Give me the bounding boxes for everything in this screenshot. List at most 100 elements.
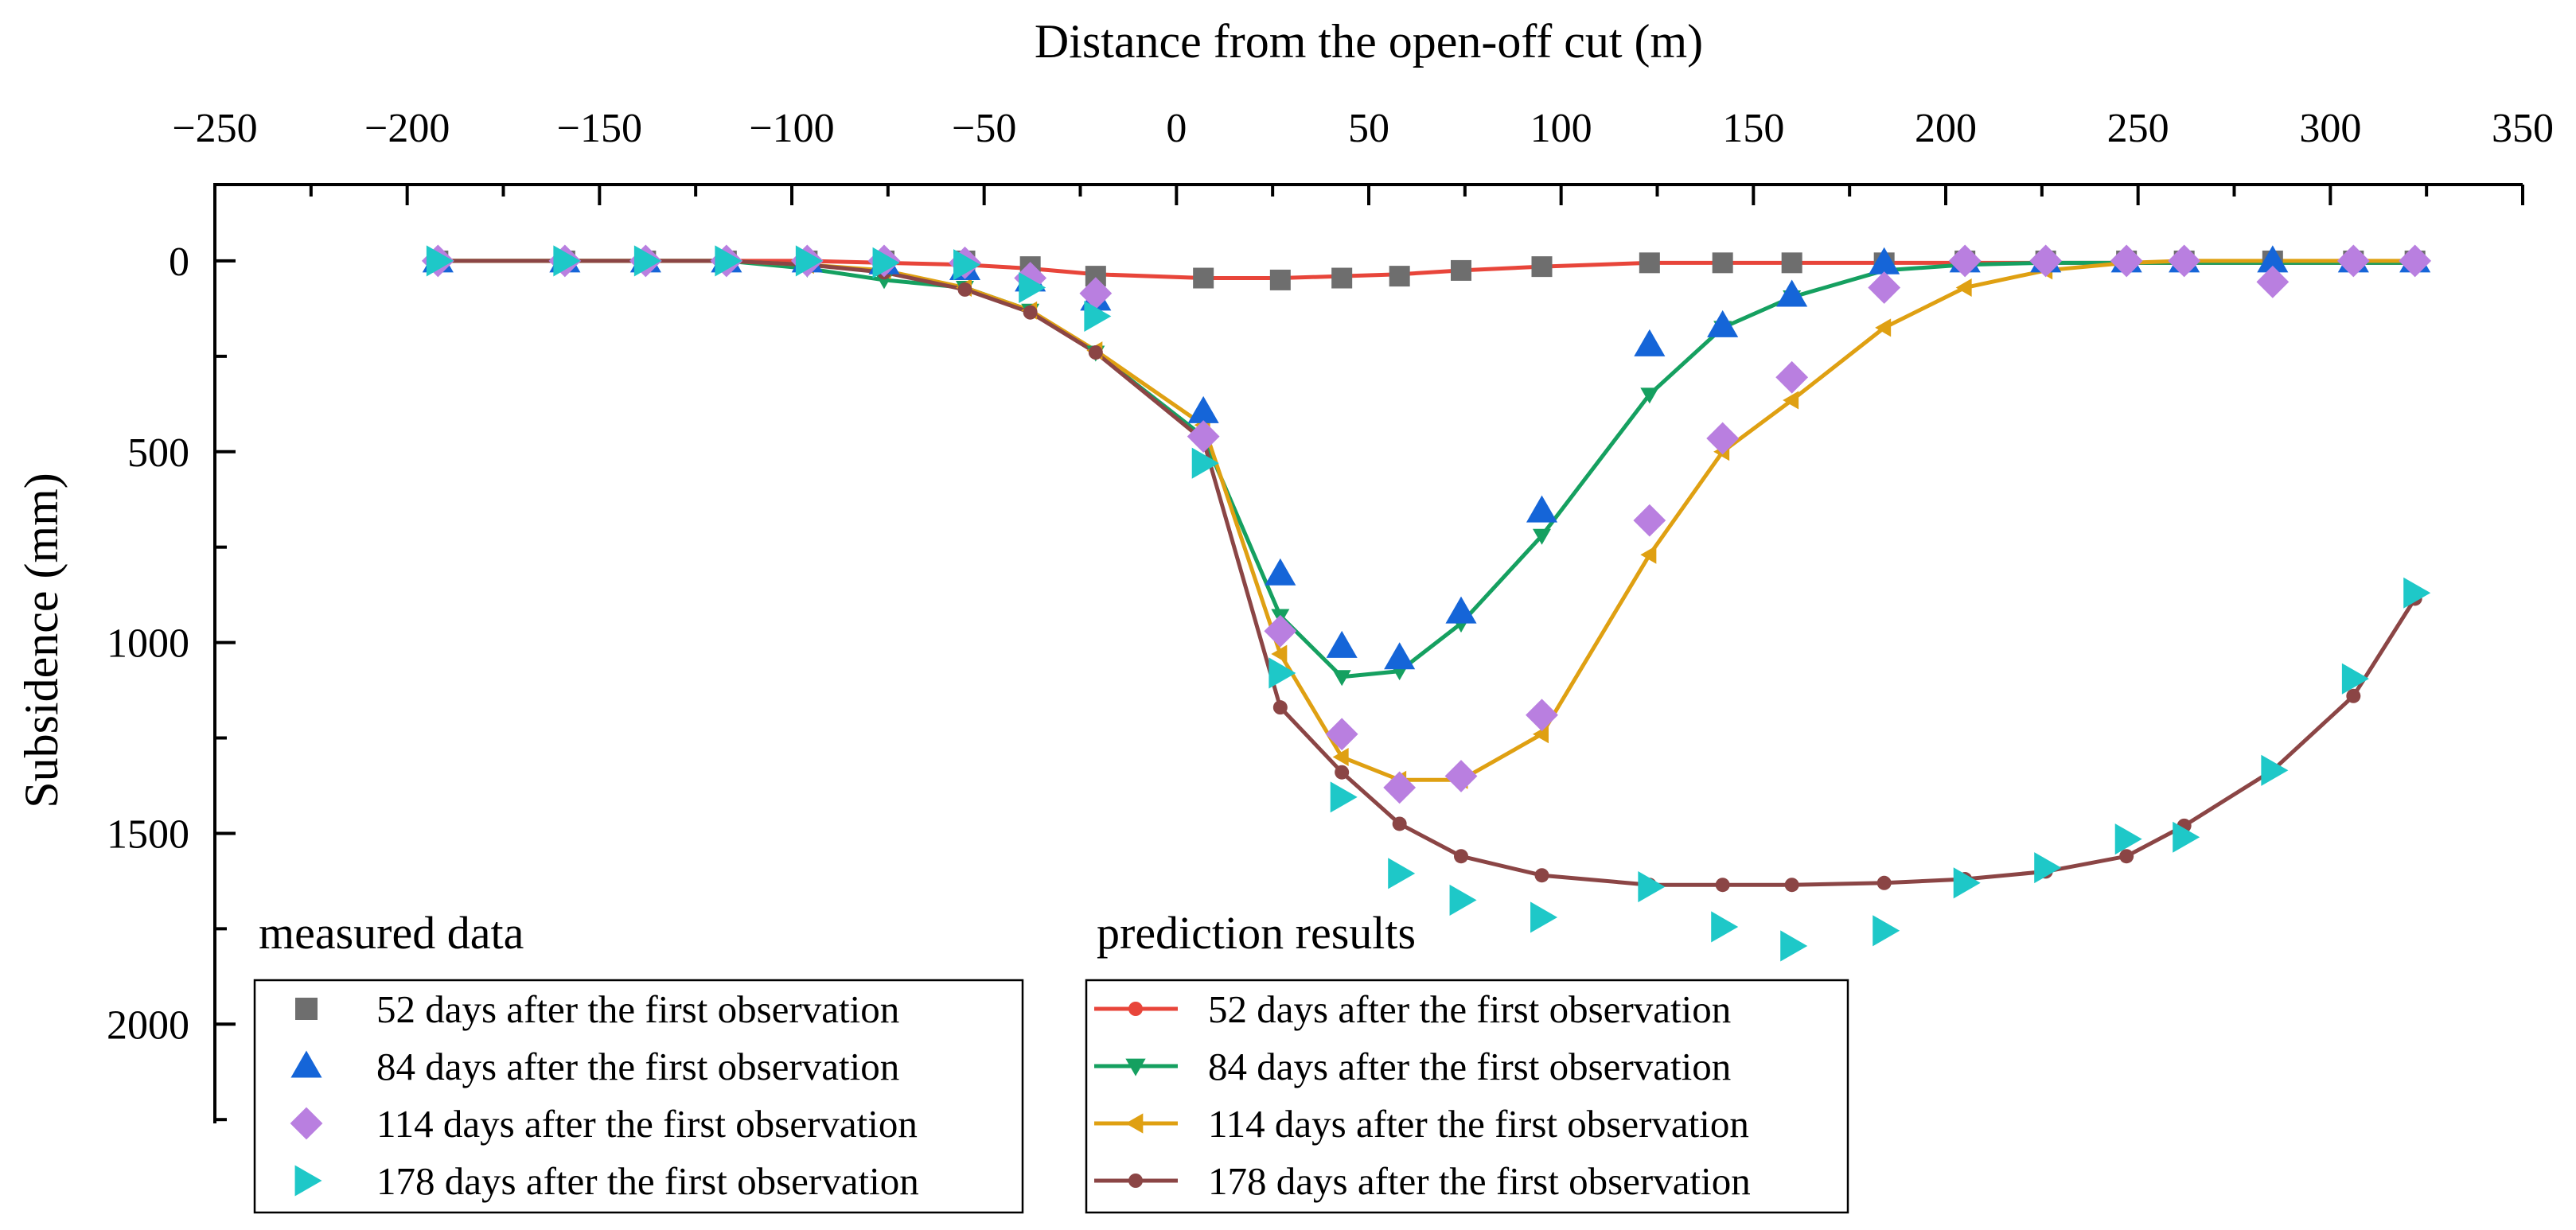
measured-point [1330, 781, 1358, 813]
legend-prediction-symbol [1125, 1113, 1144, 1134]
legend-prediction-title: prediction results [1097, 907, 1416, 959]
measured-point [2261, 754, 2289, 786]
measured-point [1634, 329, 1666, 356]
measured-point [1776, 279, 1808, 307]
prediction-point [1784, 878, 1799, 893]
measured-point [1526, 699, 1558, 732]
x-tick-label: −50 [952, 106, 1016, 151]
measured-point [1264, 614, 1297, 648]
measured-point [1079, 277, 1113, 310]
measured-point [1269, 269, 1291, 290]
prediction-point [1332, 748, 1349, 767]
measured-point [2399, 244, 2432, 278]
legend-measured-items: 52 days after the first observation 84 da… [290, 987, 919, 1203]
prediction-line-2 [438, 259, 2415, 782]
x-tick-label: −200 [364, 106, 450, 151]
measured-point [2256, 265, 2290, 298]
legend-measured-label: 178 days after the first observation [376, 1159, 919, 1203]
measured-point [2034, 852, 2062, 884]
prediction-point [957, 282, 972, 297]
x-tick-label: 50 [1348, 106, 1389, 151]
measured-point [553, 245, 581, 277]
x-tick-label: −150 [557, 106, 642, 151]
prediction-point [1023, 305, 1038, 320]
measured-point [1019, 271, 1046, 304]
measured-point [1869, 247, 1900, 274]
measured-point [1325, 718, 1358, 751]
x-tick-label: 0 [1166, 106, 1187, 151]
series-lines [438, 259, 2417, 887]
measured-point [2341, 663, 2369, 695]
prediction-point [1534, 868, 1549, 883]
prediction-point [1271, 644, 1288, 664]
measured-point [1530, 901, 1558, 933]
legend-measured-symbol [290, 1107, 323, 1140]
measured-point [1326, 630, 1358, 658]
measured-point [1193, 267, 1214, 289]
measured-point [2403, 577, 2431, 609]
prediction-point [1335, 765, 1350, 780]
measured-point [1531, 256, 1553, 278]
measured-point [1187, 420, 1220, 453]
measured-point [1638, 871, 1666, 903]
x-tick-label: 350 [2492, 106, 2554, 151]
prediction-point [1640, 387, 1659, 404]
series-markers [421, 244, 2432, 962]
measured-point [795, 245, 823, 277]
legend-prediction-box [1085, 979, 1849, 1214]
prediction-point [1955, 278, 1972, 298]
measured-point [1084, 300, 1112, 333]
measured-point [1633, 504, 1666, 537]
legend-measured-symbol [290, 1050, 322, 1078]
x-tick-label: 300 [2299, 106, 2361, 151]
prediction-point [2119, 849, 2134, 864]
prediction-point [1272, 700, 1288, 715]
measured-point [1383, 771, 1417, 804]
legend-prediction-symbol [1128, 1002, 1143, 1016]
prediction-point [1533, 528, 1551, 545]
measured-point [1706, 422, 1740, 455]
measured-point [1711, 911, 1739, 943]
x-tick-label: 100 [1530, 106, 1592, 151]
measured-point [715, 245, 742, 277]
measured-point [1384, 642, 1416, 670]
axes: −250 −200 −150 −100 −50 0 50 100 150 200 250 300 350… [107, 106, 2554, 1123]
measured-point [1953, 867, 1981, 899]
prediction-point [1392, 816, 1407, 831]
legend-prediction-symbol [1128, 1174, 1143, 1188]
measured-point [1331, 267, 1353, 289]
y-ticks: 0 500 1000 1500 2000 [107, 239, 236, 1122]
measured-point [633, 245, 661, 277]
legend-measured-label: 114 days after the first observation [376, 1102, 918, 1146]
measured-point [1781, 252, 1802, 274]
legend-measured-box [253, 979, 1024, 1214]
x-tick-label: 200 [1915, 106, 1977, 151]
measured-point [1014, 262, 1047, 294]
measured-point [1873, 915, 1900, 947]
measured-point [1445, 596, 1477, 624]
legend-prediction-items: 52 days after the first observation 84 da… [1094, 987, 1751, 1203]
measured-point [2257, 245, 2289, 273]
x-axis-title: Distance from the open-off cut (m) [1035, 15, 1703, 68]
prediction-point [1454, 849, 1468, 864]
measured-point [1389, 266, 1410, 287]
measured-point [953, 249, 981, 281]
legend-prediction-label: 84 days after the first observation [1208, 1045, 1731, 1088]
measured-point [2114, 823, 2142, 855]
legend-prediction-symbol [1125, 1058, 1146, 1076]
y-axis-title: Subsidence (mm) [15, 473, 68, 808]
y-tick-label: 1500 [107, 812, 189, 857]
y-tick-label: 2000 [107, 1002, 189, 1048]
prediction-point [1783, 391, 1799, 410]
prediction-point [1875, 318, 1892, 337]
x-ticks: −250 −200 −150 −100 −50 0 50 100 150 200 250 300 350 [172, 106, 2554, 205]
prediction-point [1332, 670, 1351, 687]
measured-point [2029, 244, 2063, 278]
measured-point [1707, 309, 1739, 337]
x-tick-label: 250 [2107, 106, 2169, 151]
legend-measured-label: 84 days after the first observation [376, 1045, 899, 1088]
measured-point [1449, 884, 1477, 916]
x-tick-label: −100 [749, 106, 834, 151]
legend-prediction-label: 52 days after the first observation [1208, 987, 1731, 1031]
